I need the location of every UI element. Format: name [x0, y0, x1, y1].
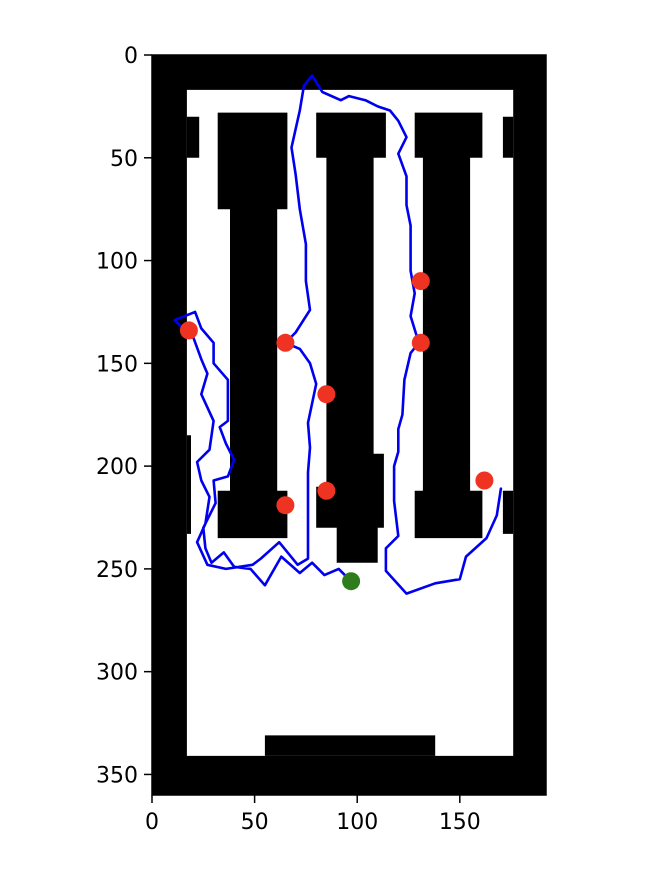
obstacle-7: [414, 112, 483, 539]
y-tick-label: 300: [96, 661, 138, 686]
obstacle-2: [186, 435, 191, 534]
x-tick-label: 0: [145, 810, 159, 835]
y-tick-label: 0: [124, 44, 138, 69]
obstacle-4: [502, 490, 514, 534]
occupancy-map: [152, 55, 546, 795]
series-1-point-2: [276, 496, 295, 515]
series-1-point-5: [411, 272, 430, 291]
y-tick-label: 350: [96, 763, 138, 788]
series-1-point-0: [179, 321, 198, 340]
path-line: [173, 74, 503, 595]
y-tick-label: 200: [96, 455, 138, 480]
plot-series: [173, 74, 503, 595]
axes-frame: [151, 54, 547, 796]
x-tick-label: 50: [241, 810, 269, 835]
y-tick-label: 50: [110, 147, 138, 172]
obstacle-5: [217, 112, 288, 539]
y-tick-label: 100: [96, 250, 138, 275]
obstacle-6: [316, 112, 386, 563]
y-tick-label: 150: [96, 352, 138, 377]
obstacle-1: [186, 116, 200, 158]
series-1-point-3: [317, 385, 336, 404]
series-1-point-7: [475, 471, 494, 490]
x-tick-label: 150: [439, 810, 481, 835]
series-1-point-1: [276, 333, 295, 352]
x-tick-label: 100: [336, 810, 378, 835]
obstacle-0: [264, 735, 436, 756]
series-1-point-6: [411, 333, 430, 352]
series-1-point-4: [317, 481, 336, 500]
obstacle-3: [502, 116, 514, 158]
x-axis: 0 50 100 150: [145, 795, 481, 835]
y-axis: 0 50 100 150 200 250 300 350: [96, 44, 152, 788]
series-2-point-0: [342, 572, 361, 591]
y-tick-label: 250: [96, 558, 138, 583]
